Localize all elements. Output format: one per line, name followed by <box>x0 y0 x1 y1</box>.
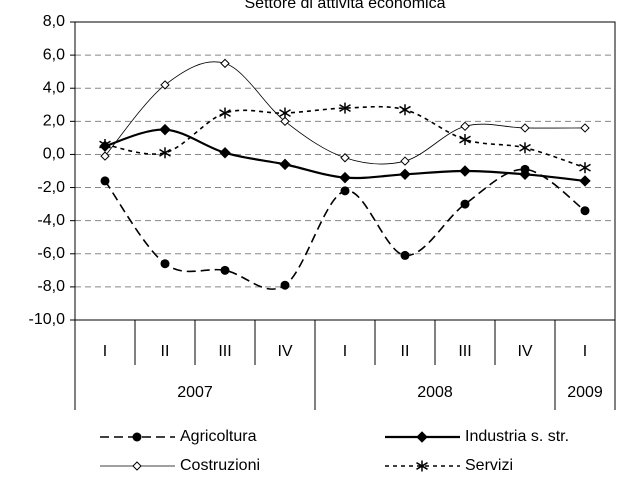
marker <box>99 139 111 151</box>
marker <box>220 58 230 69</box>
y-tick-label: 4,0 <box>43 79 65 96</box>
marker <box>100 151 110 161</box>
marker <box>580 206 590 216</box>
y-tick-label: 8,0 <box>43 13 65 30</box>
series-line <box>104 105 586 169</box>
legend-label: Industria s. str. <box>465 428 569 445</box>
marker <box>279 158 291 171</box>
x-tick-label: IV <box>517 343 532 360</box>
marker <box>519 168 531 181</box>
chart-title: Settore di attività economica <box>245 0 446 12</box>
marker-stroke <box>279 109 291 117</box>
marker <box>159 123 171 136</box>
marker <box>280 116 290 127</box>
marker-stroke <box>339 104 351 113</box>
legend-label: Agricoltura <box>180 428 257 445</box>
marker-stroke <box>459 135 471 144</box>
marker <box>339 102 351 114</box>
marker-stroke <box>399 105 411 114</box>
marker <box>399 104 411 116</box>
marker <box>160 80 170 90</box>
marker-stroke <box>159 148 171 157</box>
x-tick-label: IV <box>277 343 292 360</box>
marker <box>280 280 290 290</box>
marker-stroke <box>219 109 231 117</box>
marker <box>460 121 470 132</box>
x-tick-label: III <box>458 343 471 360</box>
year-label: 2007 <box>177 384 213 401</box>
y-tick-label: 6,0 <box>43 46 65 63</box>
marker-stroke <box>519 143 531 152</box>
y-tick-label: 2,0 <box>43 113 65 130</box>
legend-marker <box>416 460 428 472</box>
marker <box>520 123 530 133</box>
plot-frame <box>74 21 616 321</box>
marker <box>519 142 531 154</box>
marker <box>460 199 470 209</box>
year-label: 2008 <box>417 384 453 401</box>
marker <box>580 123 590 133</box>
marker <box>159 147 171 159</box>
x-tick-label: I <box>343 343 347 360</box>
x-tick-label: I <box>103 343 107 360</box>
marker <box>219 107 231 119</box>
marker <box>160 259 170 269</box>
marker <box>400 250 410 260</box>
y-tick-label: 0,0 <box>43 146 65 163</box>
x-tick-label: III <box>218 343 231 360</box>
x-tick-label: II <box>161 343 170 360</box>
y-tick-label: -10,0 <box>29 311 66 328</box>
marker <box>219 147 231 159</box>
marker <box>339 171 351 184</box>
marker <box>579 175 591 187</box>
marker <box>459 165 471 177</box>
marker <box>399 168 411 181</box>
marker <box>279 107 291 119</box>
marker <box>100 176 110 186</box>
marker <box>579 162 591 174</box>
marker-stroke <box>416 462 428 470</box>
legend-label: Servizi <box>465 457 513 474</box>
y-tick-label: -2,0 <box>37 179 65 196</box>
marker-stroke <box>99 140 111 149</box>
y-tick-label: -6,0 <box>37 245 65 262</box>
x-tick-label: I <box>583 343 587 360</box>
year-label: 2009 <box>567 384 603 401</box>
marker <box>400 156 410 166</box>
marker <box>340 186 350 196</box>
marker <box>220 265 230 275</box>
x-tick-label: II <box>401 343 410 360</box>
legend-marker <box>416 431 428 443</box>
y-tick-label: -4,0 <box>37 212 65 229</box>
legend-marker <box>132 461 142 471</box>
series-line <box>104 61 586 165</box>
legend-marker <box>132 432 142 442</box>
legend-label: Costruzioni <box>180 457 260 474</box>
marker-stroke <box>579 163 591 172</box>
y-tick-label: -8,0 <box>37 278 65 295</box>
marker <box>459 134 471 146</box>
marker <box>340 153 350 163</box>
